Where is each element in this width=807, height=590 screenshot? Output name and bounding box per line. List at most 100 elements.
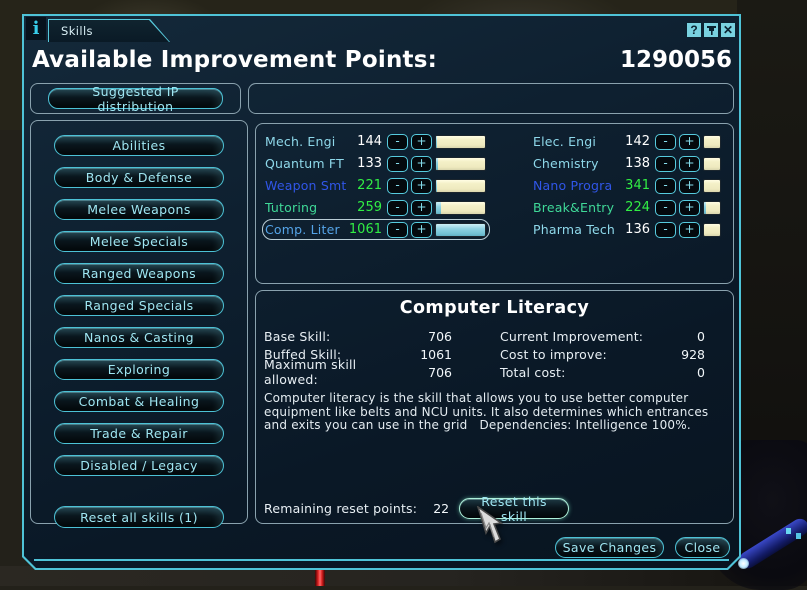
skill-progress-bar [703, 201, 721, 215]
skill-increase-button[interactable]: + [411, 134, 432, 150]
stat-value: 0 [645, 365, 705, 380]
skill-increase-button[interactable]: + [411, 222, 432, 238]
remaining-reset-points-value: 22 [433, 501, 449, 516]
skill-label: Chemistry [533, 156, 616, 171]
info-icon[interactable]: i [26, 17, 46, 40]
sidebar-button-ranged-specials[interactable]: Ranged Specials [54, 295, 224, 316]
remaining-reset-points-label: Remaining reset points: [264, 501, 417, 516]
skill-decrease-button[interactable]: - [655, 156, 676, 172]
sidebar-button-trade-repair[interactable]: Trade & Repair [54, 423, 224, 444]
stat-label: Total cost: [500, 365, 645, 380]
skill-increase-button[interactable]: + [411, 178, 432, 194]
skill-progress-bar [703, 223, 721, 237]
skill-increase-button[interactable]: + [679, 156, 700, 172]
suggested-ip-button[interactable]: Suggested IP distribution [48, 88, 223, 109]
skill-value: 138 [616, 156, 655, 171]
skill-value: 259 [348, 200, 387, 215]
save-changes-button[interactable]: Save Changes [555, 537, 664, 558]
tab-skills[interactable]: Skills [48, 19, 170, 42]
skill-progress-fill [436, 202, 441, 214]
reset-all-skills-button[interactable]: Reset all skills (1) [54, 506, 224, 528]
skill-value: 142 [616, 134, 655, 149]
sidebar-button-combat-healing[interactable]: Combat & Healing [54, 391, 224, 412]
skill-value: 133 [348, 156, 387, 171]
skill-progress-bar [703, 157, 721, 171]
skill-increase-button[interactable]: + [679, 134, 700, 150]
skill-decrease-button[interactable]: - [655, 222, 676, 238]
skill-progress-fill [436, 158, 438, 170]
stat-label: Maximum skill allowed: [264, 357, 396, 387]
skill-progress-bar [435, 179, 486, 193]
skill-label: Tutoring [265, 200, 348, 215]
skill-progress-fill [436, 136, 437, 148]
skill-label: Quantum FT [265, 156, 348, 171]
close-window-button[interactable]: ✕ [720, 22, 736, 38]
skill-value: 144 [348, 134, 387, 149]
skill-decrease-button[interactable]: - [387, 156, 408, 172]
sidebar-button-melee-specials[interactable]: Melee Specials [54, 231, 224, 252]
skill-progress-bar [435, 201, 486, 215]
stat-value: 928 [645, 347, 705, 362]
sidebar-button-nanos-casting[interactable]: Nanos & Casting [54, 327, 224, 348]
skill-decrease-button[interactable]: - [387, 200, 408, 216]
stat-value: 706 [396, 365, 452, 380]
push-pin-icon [706, 25, 717, 36]
skill-value: 1061 [348, 222, 387, 237]
skill-decrease-button[interactable]: - [387, 134, 408, 150]
skill-label: Mech. Engi [265, 134, 348, 149]
skill-progress-bar [703, 179, 721, 193]
skill-progress-fill [436, 180, 437, 192]
skill-label: Comp. Liter [265, 222, 348, 237]
skill-increase-button[interactable]: + [411, 156, 432, 172]
reset-this-skill-button[interactable]: Reset this skill [459, 498, 569, 519]
skill-decrease-button[interactable]: - [387, 222, 408, 238]
skill-decrease-button[interactable]: - [655, 134, 676, 150]
skill-increase-button[interactable]: + [411, 200, 432, 216]
skill-label: Elec. Engi [533, 134, 616, 149]
skill-label: Weapon Smt [265, 178, 348, 193]
skill-progress-bar [435, 157, 486, 171]
sidebar-button-melee-weapons[interactable]: Melee Weapons [54, 199, 224, 220]
skill-progress-bar [435, 223, 486, 237]
sidebar-button-abilities[interactable]: Abilities [54, 135, 224, 156]
skill-value: 224 [616, 200, 655, 215]
sidebar-button-body-defense[interactable]: Body & Defense [54, 167, 224, 188]
skill-increase-button[interactable]: + [679, 200, 700, 216]
suggested-ip-box: Suggested IP distribution [30, 83, 241, 114]
hud-dot [786, 528, 791, 534]
available-points-value: 1290056 [620, 47, 732, 73]
close-button[interactable]: Close [675, 537, 730, 558]
pin-button[interactable] [703, 22, 719, 38]
skill-increase-button[interactable]: + [679, 222, 700, 238]
stat-label: Base Skill: [264, 329, 396, 344]
empty-info-box [248, 83, 734, 114]
window-bottom-rim [34, 559, 729, 561]
help-button[interactable]: ? [686, 22, 702, 38]
sidebar-button-ranged-weapons[interactable]: Ranged Weapons [54, 263, 224, 284]
sidebar-button-disabled-legacy[interactable]: Disabled / Legacy [54, 455, 224, 476]
skill-increase-button[interactable]: + [679, 178, 700, 194]
skill-progress-bar [703, 135, 721, 149]
skill-progress-bar [435, 135, 486, 149]
stat-label: Cost to improve: [500, 347, 645, 362]
skill-decrease-button[interactable]: - [655, 178, 676, 194]
skill-decrease-button[interactable]: - [655, 200, 676, 216]
skill-decrease-button[interactable]: - [387, 178, 408, 194]
sidebar-button-exploring[interactable]: Exploring [54, 359, 224, 380]
tab-label: Skills [61, 24, 93, 38]
